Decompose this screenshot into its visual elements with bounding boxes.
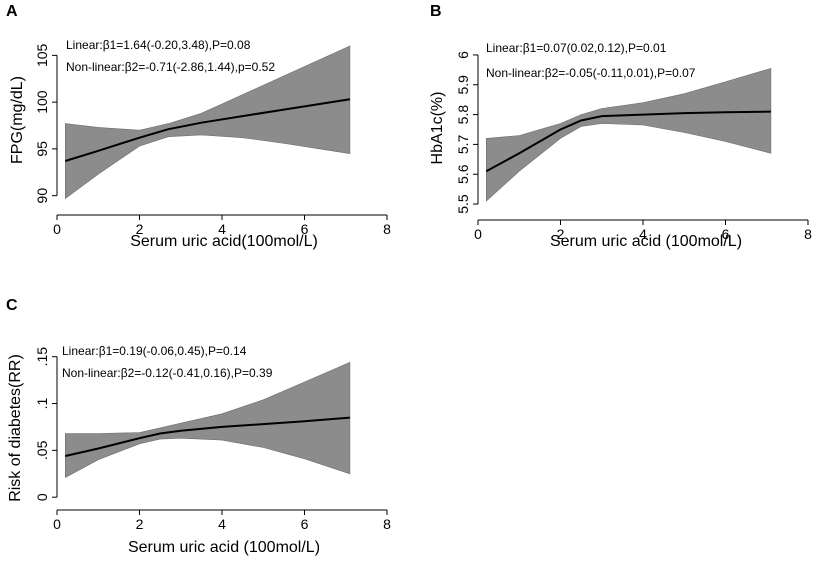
panel-letter-c: C	[6, 297, 18, 314]
x-tick-label: 8	[804, 226, 812, 242]
x-tick-label: 0	[53, 516, 61, 532]
confidence-band	[65, 361, 351, 479]
y-tick-label: 100	[34, 90, 50, 114]
y-tick-label: 5.8	[455, 105, 471, 125]
y-tick-label: 5.5	[455, 194, 471, 214]
y-tick-label: 95	[34, 141, 50, 157]
x-tick-label: 6	[301, 221, 309, 237]
panel-b: B Linear:β1=0.07(0.02,0.12),P=0.01 Non-l…	[429, 3, 812, 250]
panel-letter-a: A	[6, 3, 18, 20]
x-tick-label: 8	[383, 516, 391, 532]
x-axis-label: Serum uric acid(100mol/L)	[130, 233, 318, 250]
y-tick-label: 5.7	[455, 134, 471, 154]
x-tick-label: 2	[136, 516, 144, 532]
y-tick-label: .15	[34, 347, 50, 367]
x-tick-label: 6	[301, 516, 309, 532]
y-tick-label: .05	[34, 440, 50, 460]
y-tick-label: 90	[34, 188, 50, 204]
y-tick-label: 5.6	[455, 164, 471, 184]
x-axis-label: Serum uric acid (100mol/L)	[128, 539, 320, 556]
x-tick-label: 4	[218, 221, 226, 237]
fit-line	[485, 110, 771, 173]
fit-line	[65, 416, 350, 457]
y-axis-label: Risk of diabetes(RR)	[7, 354, 24, 502]
annotation-linear: Linear:β1=1.64(-0.20,3.48),P=0.08	[66, 38, 251, 52]
annotation-linear: Linear:β1=0.07(0.02,0.12),P=0.01	[486, 41, 667, 55]
panel-c: C Linear:β1=0.19(-0.06,0.45),P=0.14 Non-…	[6, 297, 391, 556]
y-tick-label: 6	[455, 51, 471, 59]
panel-a: A Linear:β1=1.64(-0.20,3.48),P=0.08 Non-…	[6, 3, 391, 250]
annotation-nonlinear: Non-linear:β2=-0.05(-0.11,0.01),P=0.07	[486, 66, 696, 80]
y-tick-label: 0	[34, 493, 50, 501]
fit-line	[65, 98, 351, 162]
y-tick-label: 105	[34, 43, 50, 67]
x-tick-label: 0	[53, 221, 61, 237]
x-tick-label: 6	[722, 226, 730, 242]
confidence-band	[485, 67, 772, 202]
annotation-linear: Linear:β1=0.19(-0.06,0.45),P=0.14	[62, 344, 247, 358]
x-tick-label: 0	[474, 226, 482, 242]
y-tick-label: 5.9	[455, 75, 471, 95]
x-axis-label: Serum uric acid (100mol/L)	[550, 233, 742, 250]
y-axis-label: HbA1c(%)	[429, 92, 446, 165]
annotation-nonlinear: Non-linear:β2=-0.71(-2.86,1.44),p=0.52	[66, 60, 275, 74]
x-tick-label: 4	[218, 516, 226, 532]
y-tick-label: .1	[34, 397, 50, 409]
x-tick-label: 2	[136, 221, 144, 237]
x-tick-label: 4	[639, 226, 647, 242]
annotation-nonlinear: Non-linear:β2=-0.12(-0.41,0.16),P=0.39	[62, 366, 273, 380]
x-tick-label: 2	[557, 226, 565, 242]
y-axis-label: FPG(mg/dL)	[9, 76, 26, 164]
panel-letter-b: B	[430, 3, 442, 20]
x-tick-label: 8	[383, 221, 391, 237]
